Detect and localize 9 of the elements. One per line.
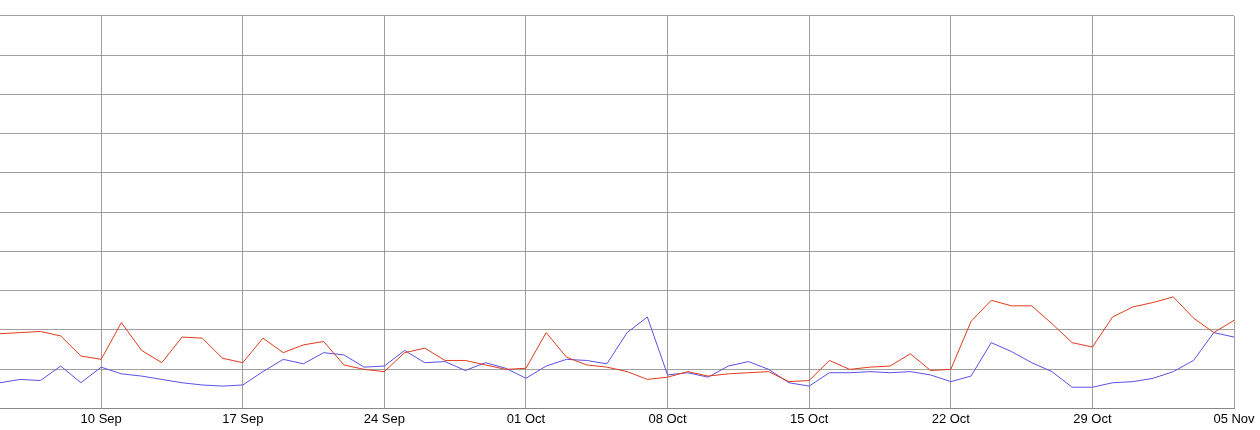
x-tick-label: 22 Oct [931, 410, 971, 426]
x-tick-label: 24 Sep [363, 410, 405, 426]
x-tick-label: 29 Oct [1073, 410, 1112, 426]
x-tick-label: 01 Oct [506, 410, 546, 426]
x-tick-label: 05 Nov [1213, 410, 1256, 426]
x-tick-label: 17 Sep [222, 410, 264, 426]
x-tick-label: 08 Oct [648, 410, 688, 426]
x-tick-label: 15 Oct [790, 410, 829, 426]
x-tick-label: 10 Sep [80, 410, 122, 426]
